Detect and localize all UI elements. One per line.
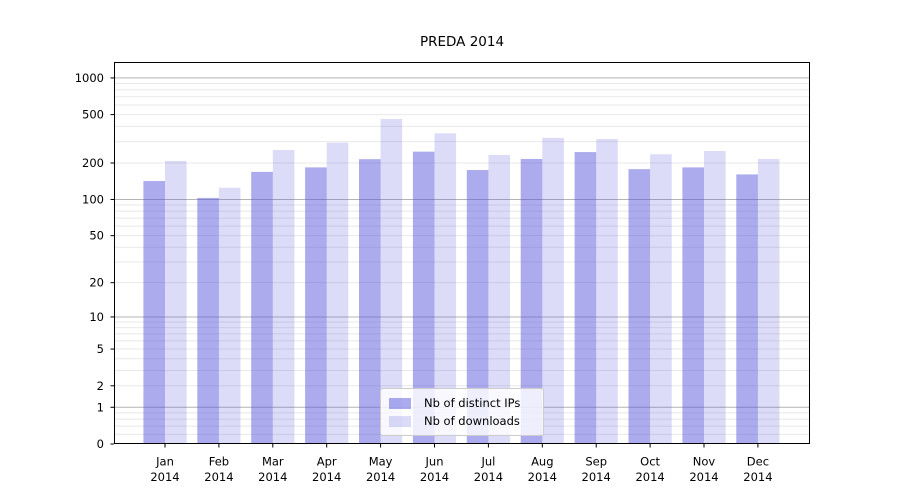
bar-downloads-jan bbox=[165, 160, 187, 445]
y-tick-label-1: 1 bbox=[97, 400, 104, 414]
legend-item-downloads: Nb of downloads bbox=[389, 414, 535, 428]
y-tick-label-5: 5 bbox=[97, 342, 104, 356]
x-tick-label-may: May bbox=[369, 455, 393, 469]
y-tick-label-50: 50 bbox=[89, 229, 104, 243]
y-tick-label-500: 500 bbox=[82, 108, 104, 122]
bar-downloads-aug bbox=[542, 137, 564, 444]
y-tick-label-10: 10 bbox=[89, 310, 104, 324]
y-tick-label-200: 200 bbox=[82, 156, 104, 170]
x-tick-year-jun: 2014 bbox=[420, 470, 449, 484]
bar-downloads-apr bbox=[326, 142, 349, 444]
legend-swatch-downloads bbox=[389, 415, 411, 427]
y-tick-label-1000: 1000 bbox=[75, 71, 104, 85]
x-tick-year-nov: 2014 bbox=[689, 470, 718, 484]
plot-border bbox=[114, 62, 810, 444]
bar-distinct-ips-jun bbox=[412, 151, 435, 445]
x-tick-label-sep: Sep bbox=[585, 455, 607, 469]
x-tick-year-jan: 2014 bbox=[150, 470, 179, 484]
bar-downloads-jun bbox=[434, 133, 457, 444]
x-tick-label-jan: Jan bbox=[155, 455, 174, 469]
bar-downloads-feb bbox=[218, 187, 241, 444]
bar-distinct-ips-sep bbox=[574, 152, 597, 444]
x-tick-year-sep: 2014 bbox=[582, 470, 611, 484]
x-tick-year-mar: 2014 bbox=[258, 470, 287, 484]
legend-label-downloads: Nb of downloads bbox=[424, 414, 520, 428]
chart-legend: Nb of distinct IPs Nb of downloads bbox=[380, 388, 544, 436]
bar-downloads-may bbox=[380, 119, 403, 445]
bar-downloads-sep bbox=[596, 139, 618, 444]
x-tick-label-feb: Feb bbox=[209, 455, 229, 469]
bar-distinct-ips-feb bbox=[197, 197, 219, 444]
chart-title: PREDA 2014 bbox=[419, 34, 505, 50]
bar-distinct-ips-mar bbox=[251, 171, 273, 445]
x-tick-label-nov: Nov bbox=[693, 455, 716, 469]
bar-distinct-ips-may bbox=[359, 159, 381, 445]
legend-swatch-distinct-ips bbox=[389, 397, 411, 409]
x-tick-label-dec: Dec bbox=[747, 455, 769, 469]
x-tick-year-dec: 2014 bbox=[743, 470, 772, 484]
x-tick-year-apr: 2014 bbox=[312, 470, 341, 484]
bar-downloads-oct bbox=[650, 154, 672, 444]
y-tick-label-2: 2 bbox=[97, 379, 104, 393]
x-tick-year-may: 2014 bbox=[366, 470, 395, 484]
y-tick-label-0: 0 bbox=[97, 437, 104, 451]
x-tick-label-mar: Mar bbox=[262, 455, 284, 469]
bar-distinct-ips-dec bbox=[736, 174, 758, 445]
x-tick-year-aug: 2014 bbox=[528, 470, 557, 484]
bar-downloads-mar bbox=[272, 149, 295, 445]
legend-label-distinct-ips: Nb of distinct IPs bbox=[424, 396, 521, 410]
bar-distinct-ips-oct bbox=[628, 169, 651, 444]
bar-distinct-ips-jan bbox=[143, 181, 165, 444]
x-tick-label-oct: Oct bbox=[640, 455, 660, 469]
bar-distinct-ips-apr bbox=[305, 167, 327, 444]
x-tick-label-jul: Jul bbox=[480, 455, 495, 469]
bar-downloads-nov bbox=[704, 151, 726, 444]
x-tick-label-aug: Aug bbox=[531, 455, 553, 469]
bar-downloads-jul bbox=[488, 154, 510, 445]
bar-distinct-ips-aug bbox=[520, 158, 543, 445]
bar-distinct-ips-nov bbox=[682, 167, 704, 444]
y-tick-label-20: 20 bbox=[89, 276, 104, 290]
bar-downloads-dec bbox=[757, 158, 780, 445]
x-tick-label-apr: Apr bbox=[317, 455, 337, 469]
x-tick-label-jun: Jun bbox=[425, 455, 444, 469]
legend-item-distinct-ips: Nb of distinct IPs bbox=[389, 396, 535, 410]
x-tick-year-jul: 2014 bbox=[474, 470, 503, 484]
x-tick-year-oct: 2014 bbox=[635, 470, 664, 484]
y-tick-label-100: 100 bbox=[82, 192, 104, 206]
bar-distinct-ips-jul bbox=[466, 170, 489, 444]
x-tick-year-feb: 2014 bbox=[204, 470, 233, 484]
